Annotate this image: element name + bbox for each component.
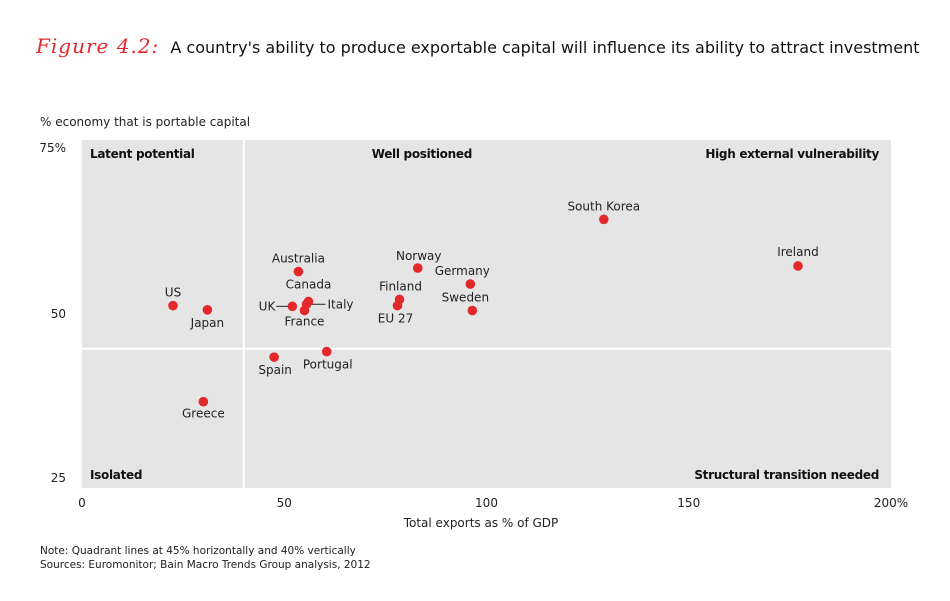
point-label-portugal: Portugal [303,358,353,372]
data-point-sweden [467,305,478,316]
x-tick-label: 200% [874,496,908,510]
point-label-france: France [285,315,325,329]
x-tick-label: 150 [677,496,700,510]
point-label-canada: Canada [286,277,332,291]
data-point-south-korea [599,214,609,225]
data-point-norway [412,263,423,273]
data-point-ireland [793,261,803,271]
data-point-greece [198,396,209,407]
source-text: Sources: Euromonitor; Bain Macro Trends … [40,559,371,571]
point-label-sweden: Sweden [442,291,489,305]
point-label-finland: Finland [379,279,422,293]
point-label-eu-27: EU 27 [378,312,413,326]
point-label-ireland: Ireland [777,245,819,259]
quadrant-label-isolated: Isolated [90,468,142,482]
figure-notes: Note: Quadrant lines at 45% horizontally… [40,544,371,572]
x-axis-label: Total exports as % of GDP [403,516,559,530]
data-point-france [299,305,310,316]
y-tick-label: 25 [51,471,66,485]
x-tick-label: 100 [475,496,498,510]
point-label-uk: UK [259,299,277,313]
point-label-germany: Germany [435,264,490,278]
figure-title: Figure 4.2: A country's ability to produ… [36,34,920,58]
point-label-spain: Spain [258,363,292,377]
figure-title-text: A country's ability to produce exportabl… [170,38,920,57]
y-tick-label: 50 [51,307,66,321]
data-point-australia [293,266,304,277]
data-point-portugal [321,346,332,357]
figure-label: Figure 4.2: [36,34,160,58]
x-tick-label: 50 [277,496,292,510]
point-label-australia: Australia [272,252,325,266]
y-axis-label: % economy that is portable capital [40,115,250,129]
point-label-greece: Greece [182,407,225,421]
note-text: Note: Quadrant lines at 45% horizontally… [40,545,356,557]
quadrant-label-latent-potential: Latent potential [90,147,195,161]
point-label-us: US [165,286,181,300]
data-point-spain [269,352,279,362]
data-point-uk [287,301,298,312]
point-label-norway: Norway [396,249,442,263]
y-tick-label: 75% [39,141,66,155]
data-point-us [168,300,178,311]
quadrant-label-high-external-vulnerability: High external vulnerability [705,147,879,161]
data-point-japan [202,305,213,315]
point-label-italy: Italy [327,297,353,311]
quadrant-label-well-positioned: Well positioned [372,147,472,161]
quadrant-label-structural-transition: Structural transition needed [694,468,879,482]
x-tick-label: 0 [78,496,86,510]
point-label-south-korea: South Korea [567,199,640,213]
plot-background [82,140,891,488]
data-point-eu-27 [392,300,403,311]
data-point-germany [465,279,476,289]
point-label-japan: Japan [190,316,224,330]
